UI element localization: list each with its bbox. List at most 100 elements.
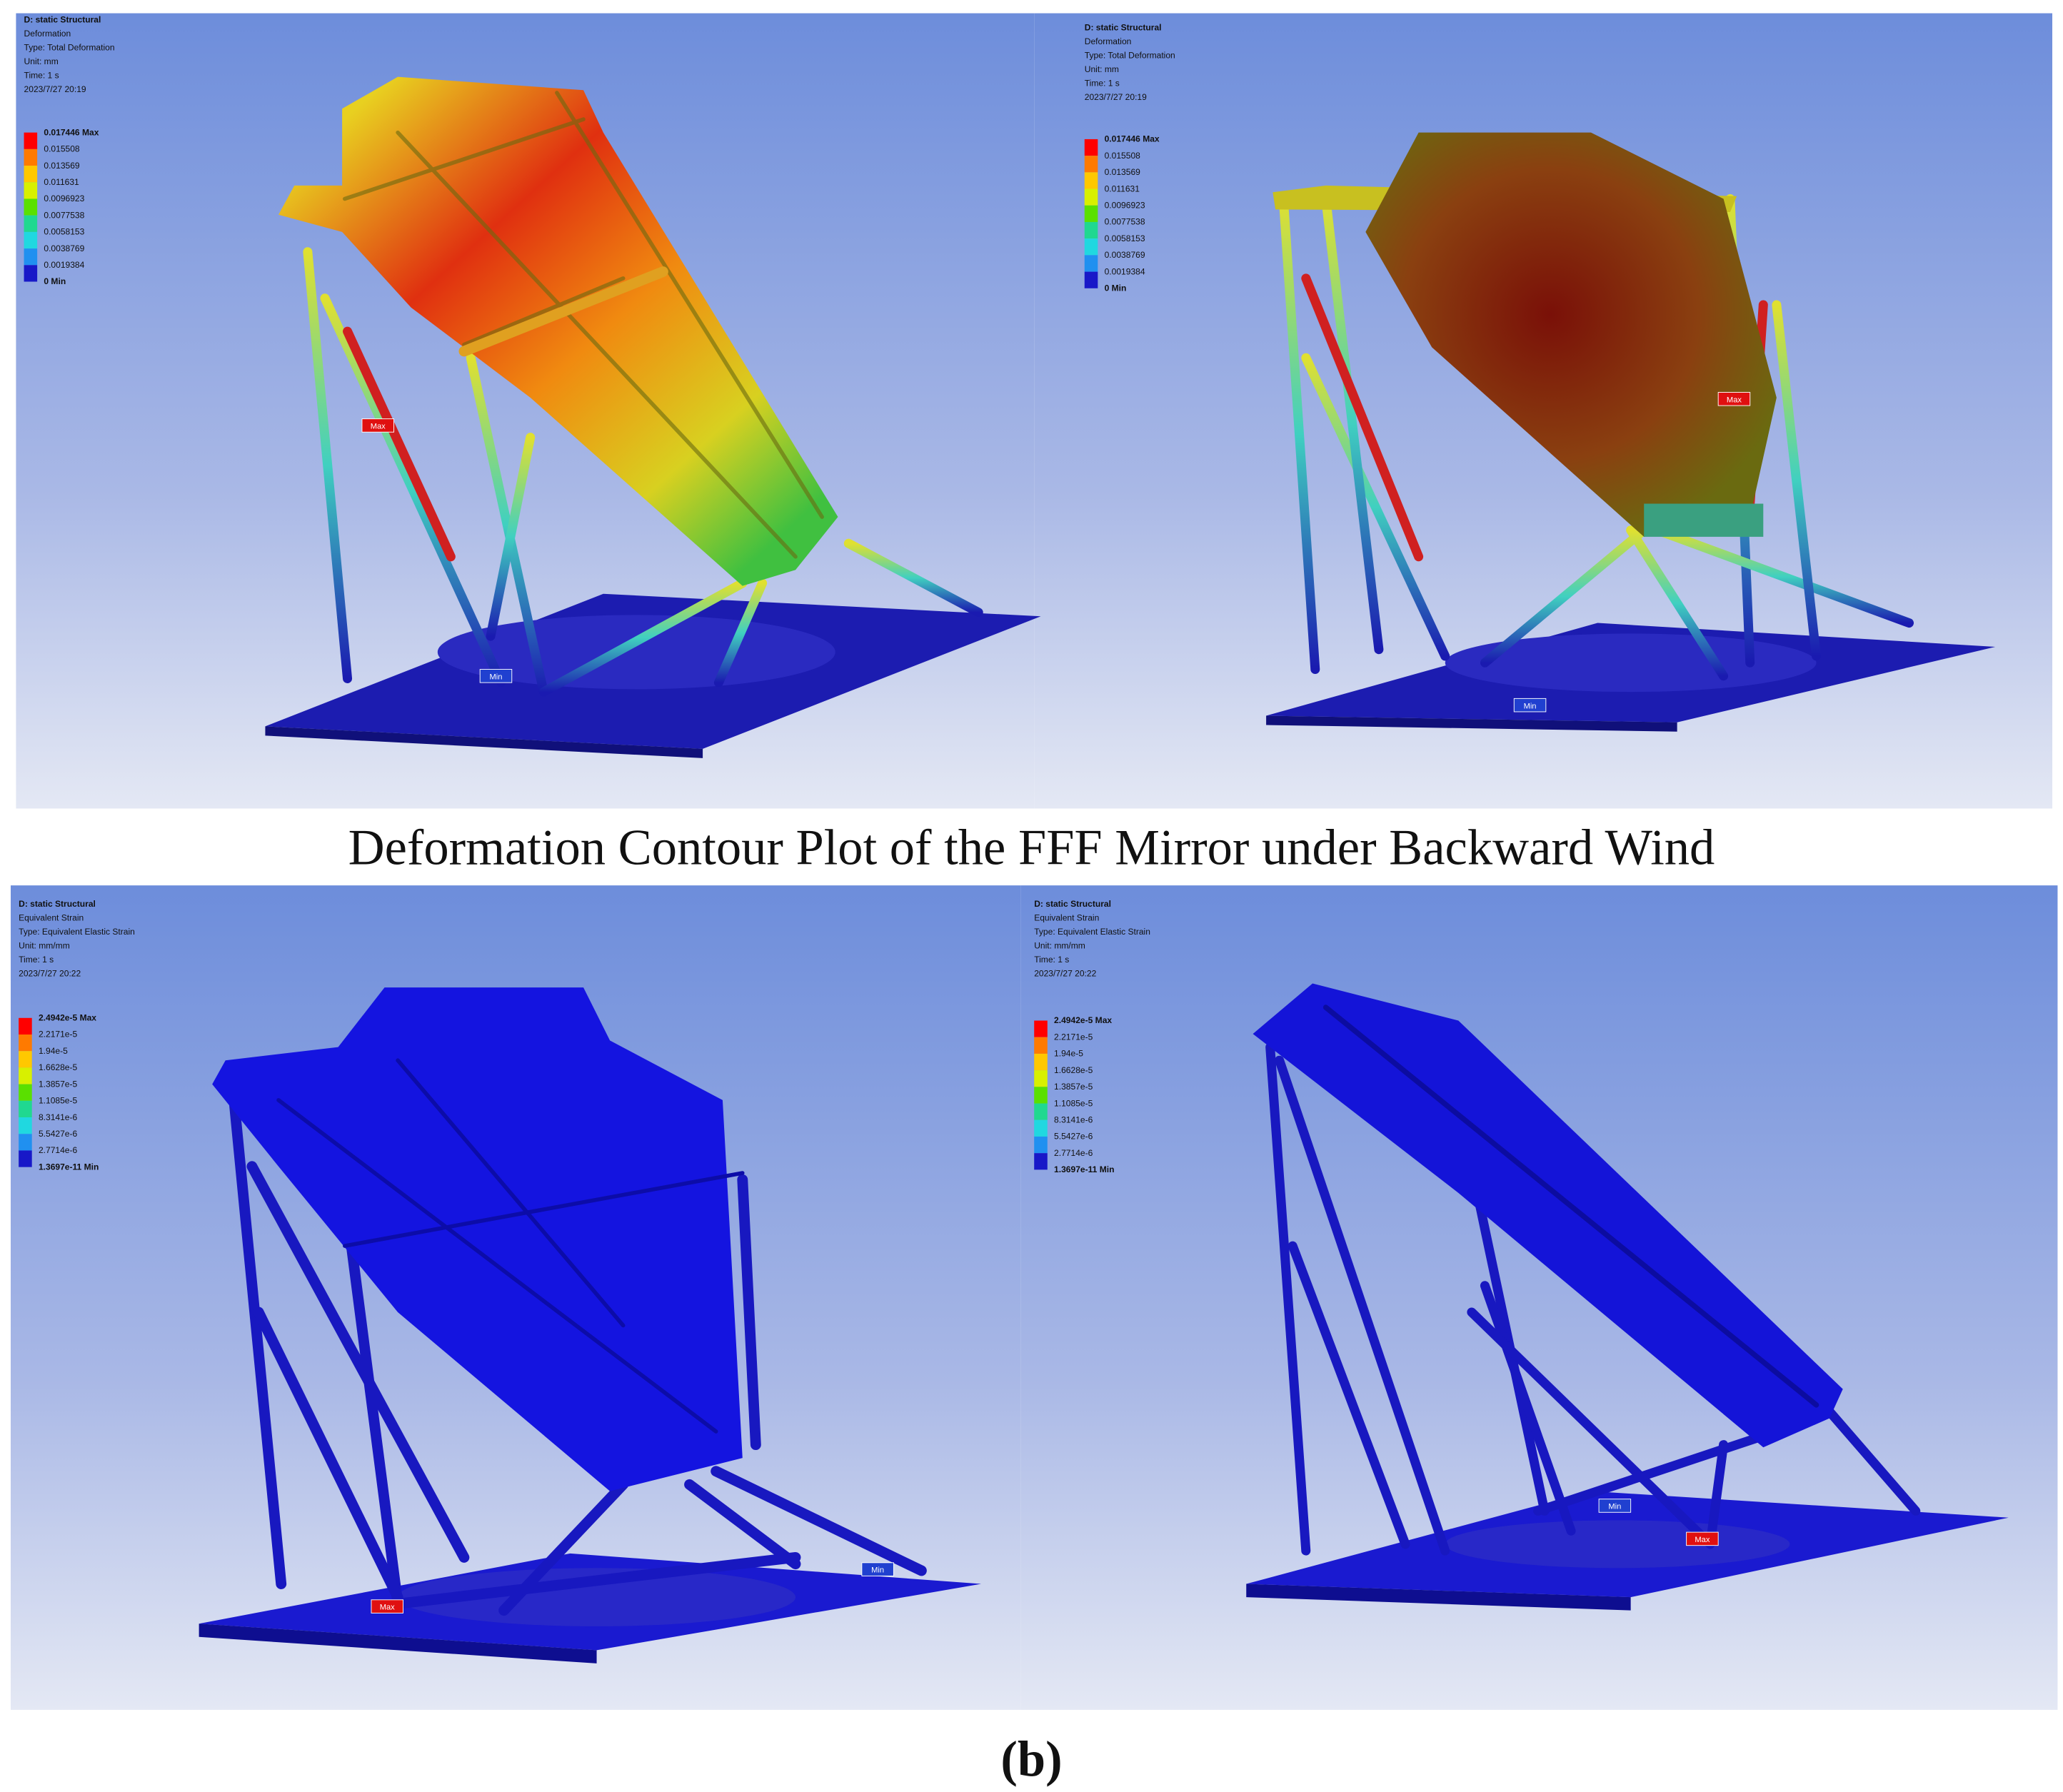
legend-label: 1.94e-5: [1054, 1049, 1083, 1059]
marker-label: Min: [1608, 1503, 1621, 1511]
legend-swatch: [19, 1100, 32, 1118]
header-line: D: static Structural: [19, 899, 96, 909]
marker-label: Max: [380, 1604, 395, 1612]
legend-swatch: [1034, 1087, 1048, 1104]
legend-label: 0 Min: [44, 276, 66, 286]
marker-label: Max: [371, 423, 386, 431]
header-line: 2023/7/27 20:22: [19, 968, 81, 978]
header-line: Equivalent Strain: [1034, 912, 1099, 922]
legend-label: 8.3141e-6: [39, 1112, 78, 1122]
header-line: Time: 1 s: [1085, 79, 1120, 89]
header-line: 2023/7/27 20:19: [1085, 92, 1147, 102]
legend-swatch: [1084, 221, 1098, 239]
panel-label: (b): [1000, 1732, 1062, 1788]
marker-label: Max: [1695, 1536, 1710, 1544]
legend-label: 0.015508: [44, 144, 80, 154]
legend-swatch: [1084, 188, 1098, 206]
legend-swatch: [19, 1017, 32, 1035]
legend-label: 0.0077538: [44, 210, 84, 220]
legend-label: 0.011631: [44, 177, 79, 187]
legend-label: 0.0019384: [44, 260, 84, 270]
legend-swatch: [1034, 1153, 1048, 1170]
legend-label: 1.1085e-5: [1054, 1098, 1093, 1108]
legend-swatch: [24, 231, 38, 249]
header-line: D: static Structural: [1034, 899, 1111, 909]
legend-swatch: [24, 198, 38, 216]
legend-swatch: [24, 265, 38, 282]
legend-swatch: [19, 1150, 32, 1167]
legend-label: 2.2171e-5: [1054, 1032, 1093, 1042]
legend-label: 0.0058153: [1105, 233, 1145, 243]
legend-swatch: [1034, 1053, 1048, 1071]
legend-swatch: [1084, 139, 1098, 156]
legend-label: 0.0058153: [44, 227, 84, 237]
legend-label: 5.5427e-6: [39, 1129, 78, 1139]
header-line: Time: 1 s: [24, 71, 59, 81]
marker-label: Max: [1727, 396, 1742, 404]
marker-label: Min: [490, 673, 503, 681]
legend-label: 0.017446 Max: [1105, 134, 1160, 144]
model: [1266, 132, 1996, 732]
legend-label: 2.7714e-6: [39, 1145, 78, 1155]
caption: Deformation Contour Plot of the FFF Mirr…: [348, 820, 1715, 875]
model: [199, 987, 981, 1663]
header-line: D: static Structural: [24, 15, 101, 25]
legend-label: 0.011631: [1105, 183, 1140, 193]
legend-label: 0.0096923: [44, 193, 84, 203]
legend-label: 0.013569: [1105, 167, 1141, 177]
marker-box: [479, 669, 513, 683]
legend-swatch: [1084, 156, 1098, 173]
legend-label: 2.4942e-5 Max: [1054, 1015, 1112, 1025]
header-line: Unit: mm: [1085, 64, 1119, 74]
legend-label: 0.0019384: [1105, 266, 1145, 276]
legend-swatch: [24, 215, 38, 232]
legend-swatch: [24, 248, 38, 266]
header-line: 2023/7/27 20:22: [1034, 968, 1096, 978]
model: [265, 76, 1041, 758]
legend-swatch: [1034, 1020, 1048, 1037]
marker-box: [371, 1599, 403, 1614]
header-line: Unit: mm: [24, 56, 59, 66]
legend-swatch: [19, 1117, 32, 1134]
legend-swatch: [1084, 238, 1098, 256]
legend-swatch: [19, 1084, 32, 1101]
legend-label: 8.3141e-6: [1054, 1114, 1093, 1124]
legend-label: 5.5427e-6: [1054, 1132, 1093, 1142]
legend-label: 2.7714e-6: [1054, 1148, 1093, 1158]
legend-label: 1.3697e-11 Min: [39, 1162, 99, 1172]
model: [1246, 983, 2009, 1611]
legend-swatch: [1034, 1136, 1048, 1154]
header-line: Unit: mm/mm: [19, 940, 70, 950]
legend-label: 1.3857e-5: [1054, 1082, 1093, 1092]
legend-label: 2.2171e-5: [39, 1030, 78, 1040]
legend-label: 0.0038769: [1105, 250, 1145, 260]
legend-label: 0.0038769: [44, 243, 84, 253]
legend-swatch: [1034, 1070, 1048, 1087]
marker-box: [361, 418, 394, 433]
legend-swatch: [19, 1134, 32, 1151]
header-line: Type: Total Deformation: [24, 43, 115, 53]
marker-label: Min: [1524, 702, 1537, 710]
legend-swatch: [19, 1035, 32, 1052]
legend-label: 1.3857e-5: [39, 1079, 78, 1089]
legend-swatch: [19, 1067, 32, 1084]
marker-box: [861, 1562, 894, 1576]
marker-box: [1513, 698, 1547, 713]
marker-box: [1686, 1531, 1719, 1546]
legend-swatch: [1034, 1119, 1048, 1137]
legend-swatch: [24, 182, 38, 199]
header-line: Time: 1 s: [19, 955, 54, 965]
header-line: D: static Structural: [1085, 23, 1162, 33]
header-line: Unit: mm/mm: [1034, 940, 1085, 950]
legend-swatch: [1034, 1103, 1048, 1120]
header-line: Type: Total Deformation: [1085, 51, 1175, 61]
legend-label: 0.017446 Max: [44, 127, 99, 137]
legend-swatch: [24, 149, 38, 166]
legend-swatch: [1084, 255, 1098, 272]
header-line: Deformation: [24, 29, 71, 39]
header-line: Deformation: [1085, 36, 1132, 46]
marker-box: [1598, 1499, 1632, 1513]
header-line: 2023/7/27 20:19: [24, 84, 86, 94]
legend-swatch: [19, 1051, 32, 1068]
